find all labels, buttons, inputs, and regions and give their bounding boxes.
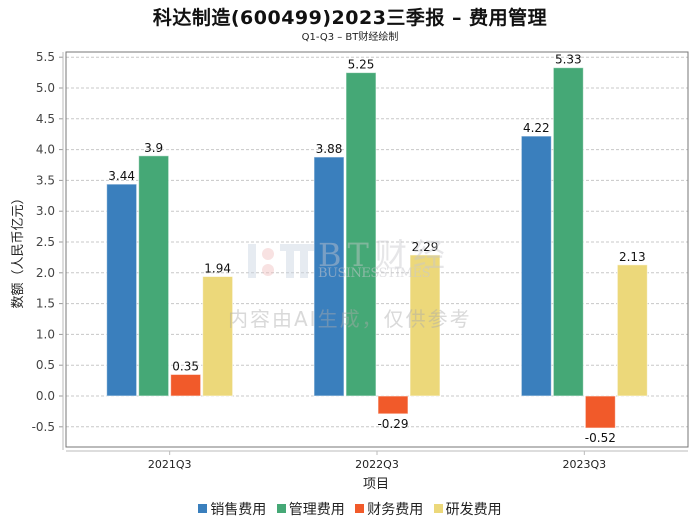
data-label: 3.9 — [144, 141, 163, 155]
legend-item-sales[interactable]: 销售费用 — [198, 499, 266, 519]
data-label: 4.22 — [523, 121, 550, 135]
legend-label: 销售费用 — [210, 502, 267, 518]
legend-swatch — [198, 504, 208, 513]
y-tick-label: 4.0 — [36, 143, 55, 157]
chart-subtitle: Q1-Q3 – BT财经绘制 — [301, 32, 399, 43]
bars — [106, 67, 648, 429]
legend-swatch — [276, 504, 286, 513]
y-tick-label: 1.5 — [36, 297, 55, 311]
legend-item-finance[interactable]: 财务费用 — [355, 499, 423, 519]
data-label: -0.52 — [585, 431, 616, 445]
legend-swatch — [355, 504, 365, 513]
x-tick-label: 2021Q3 — [148, 458, 192, 471]
gridlines — [66, 56, 688, 428]
y-tick-label: 2.0 — [36, 266, 55, 280]
y-tick-label: 0.5 — [36, 358, 55, 372]
bar — [584, 395, 616, 429]
y-tick-label: 4.5 — [36, 112, 55, 126]
data-label: 0.35 — [172, 359, 199, 373]
y-axis-title: 数额（人民币亿元） — [11, 191, 26, 308]
legend-label: 管理费用 — [288, 502, 345, 518]
bar — [202, 275, 234, 397]
y-tick-label: 1.0 — [36, 327, 55, 341]
y-tick-label: 2.5 — [36, 235, 55, 249]
x-tick-label: 2022Q3 — [355, 458, 399, 471]
y-tick-label: -0.5 — [32, 420, 55, 434]
data-label: 3.44 — [108, 169, 135, 183]
y-tick-label: 5.5 — [36, 50, 55, 64]
data-label: 2.13 — [619, 250, 646, 264]
data-label: 1.94 — [204, 261, 231, 275]
axes: -0.5 0.0 0.5 1.0 1.5 2.0 2.5 3.0 3.5 4.0 4.5 5.0 5.5… — [32, 50, 689, 471]
x-axis-title: 项目 — [363, 477, 389, 492]
data-label: 5.33 — [555, 53, 582, 67]
bar — [377, 395, 409, 415]
bar — [552, 67, 584, 397]
y-tick-label: 0.0 — [36, 389, 55, 403]
legend: 销售费用 管理费用 财务费用 研发费用 — [0, 499, 700, 519]
data-label: 5.25 — [348, 58, 375, 72]
bar — [409, 254, 441, 397]
bar — [170, 373, 202, 397]
y-tick-label: 3.5 — [36, 173, 55, 187]
x-tick-label: 2023Q3 — [563, 458, 607, 471]
legend-label: 研发费用 — [445, 502, 502, 518]
y-tick-label: 3.0 — [36, 204, 55, 218]
legend-item-rnd[interactable]: 研发费用 — [433, 499, 502, 519]
bar — [520, 135, 552, 397]
y-tick-label: 5.0 — [36, 81, 55, 95]
plot-frame — [65, 51, 689, 448]
legend-item-admin[interactable]: 管理费用 — [276, 499, 345, 519]
bar — [106, 183, 138, 397]
data-labels: 3.44 3.9 0.35 1.94 3.88 5.25 -0.29 2.29 4.22 5.33… — [108, 53, 645, 445]
chart-title: 科达制造(600499)2023三季报 – 费用管理 — [152, 7, 548, 29]
data-label: -0.29 — [377, 417, 408, 431]
bar — [138, 155, 170, 397]
bar — [313, 156, 345, 397]
data-label: 3.88 — [316, 142, 343, 156]
bar — [616, 264, 648, 397]
legend-label: 财务费用 — [367, 502, 424, 518]
bar — [345, 72, 377, 397]
data-label: 2.29 — [412, 240, 439, 254]
legend-swatch — [433, 504, 443, 513]
